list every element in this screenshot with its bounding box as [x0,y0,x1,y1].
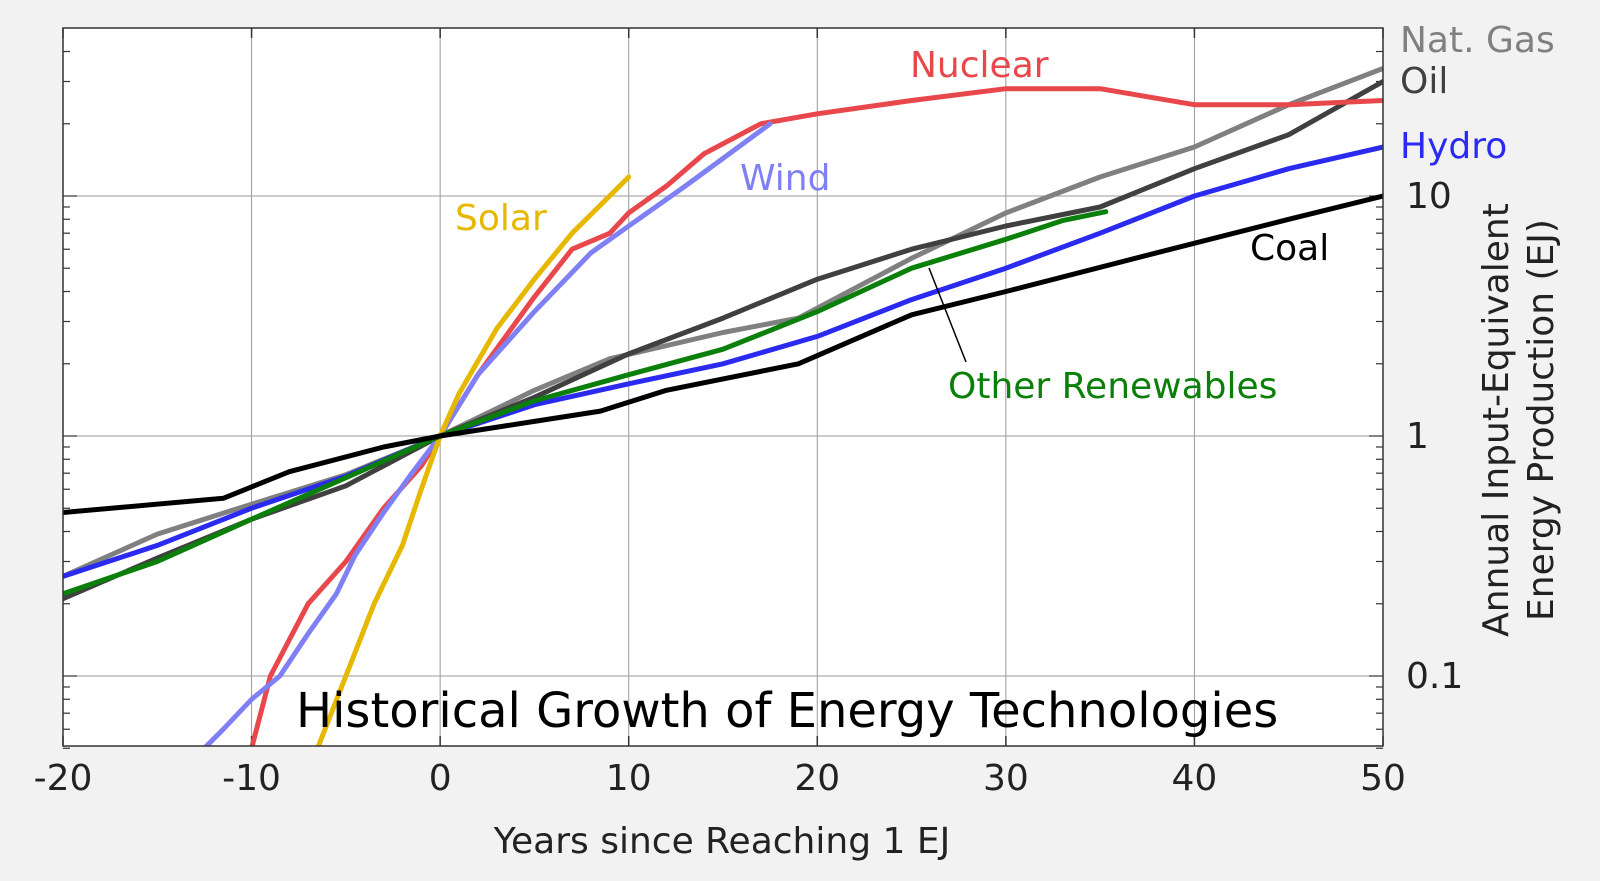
label-wind: Wind [740,158,830,199]
label-nuclear: Nuclear [910,45,1049,86]
label-oil: Oil [1400,61,1448,102]
x-tick-labels: -20 -10 0 10 20 30 40 50 [34,758,1406,799]
plot-frame [62,27,1384,747]
series-line-nuclear [249,86,1383,746]
x-tick-label: 20 [794,758,840,799]
series-line-hydro [63,144,1383,579]
series-lines [63,65,1383,746]
y-tick-labels: 0.1 1 10 [1406,176,1463,697]
x-tick-label: 0 [429,758,452,799]
y-tick-label: 10 [1406,176,1452,217]
series-line-nat-gas [63,65,1383,579]
x-tick-label: 50 [1360,758,1406,799]
label-other-renewables: Other Renewables [948,366,1277,407]
label-solar: Solar [455,198,547,239]
label-hydro: Hydro [1400,126,1507,167]
label-coal: Coal [1250,228,1329,269]
x-axis-label: Years since Reaching 1 EJ [493,821,950,862]
y-tick-label: 0.1 [1406,656,1463,697]
other-renewables-pointer [928,267,967,363]
plot-area [63,28,1383,746]
x-tick-label: -10 [222,758,281,799]
x-tick-label: 30 [983,758,1029,799]
x-tick-label: 40 [1172,758,1218,799]
x-tick-label: -20 [34,758,93,799]
series-line-other-renewables [63,209,1109,597]
y-axis-label-line2: Energy Production (EJ) [1521,219,1562,621]
x-tick-label: 10 [606,758,652,799]
label-nat-gas: Nat. Gas [1400,20,1555,61]
y-tick-label: 1 [1406,416,1429,457]
chart-title: Historical Growth of Energy Technologies [296,683,1278,739]
y-axis-label-line1: Annual Input-Equivalent [1476,203,1517,637]
series-line-wind [203,121,773,746]
series-line-coal [63,193,1383,515]
